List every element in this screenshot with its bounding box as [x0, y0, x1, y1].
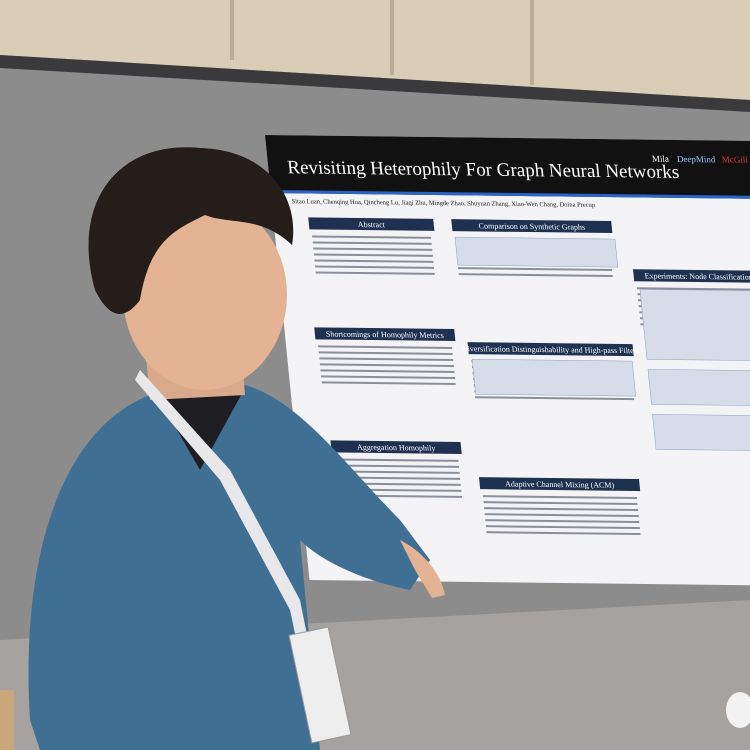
body-text-line	[636, 287, 750, 291]
section-header-box	[479, 477, 641, 492]
banner-stripe	[270, 190, 750, 200]
cup	[726, 692, 750, 728]
section-header-box	[308, 217, 435, 231]
body-text-line	[315, 271, 435, 275]
presenter	[28, 147, 445, 750]
body-text-line	[334, 458, 459, 462]
body-text-line	[320, 369, 455, 373]
logo: DeepMind	[676, 154, 716, 164]
section-header: Adaptive Channel Mixing (ACM)	[505, 479, 615, 489]
section-header-box	[467, 342, 634, 357]
body-text-line	[319, 357, 454, 361]
shirt-collar	[160, 388, 245, 470]
body-text-line	[313, 247, 433, 251]
section-header-box	[330, 440, 462, 454]
body-text-line	[458, 267, 613, 272]
section-header-box	[451, 219, 613, 234]
logo: McGill	[721, 154, 748, 164]
body-text-line	[485, 519, 640, 524]
body-text-line	[336, 482, 461, 486]
body-text-line	[474, 396, 635, 401]
section-header: Experiments: Node Classification	[644, 271, 750, 281]
title-banner	[265, 135, 750, 200]
body-text-line	[314, 259, 434, 263]
face	[123, 200, 287, 390]
body-text-line	[458, 273, 613, 278]
body-text-line	[319, 363, 455, 367]
body-text-line	[312, 235, 432, 239]
body-text-line	[482, 495, 638, 500]
body-text-line	[321, 375, 456, 379]
figure	[647, 369, 750, 407]
board-frame	[0, 55, 750, 112]
body-text-line	[335, 470, 460, 474]
figure	[639, 289, 750, 362]
wall-seam	[230, 0, 234, 60]
body-text-line	[484, 507, 639, 512]
body-text-line	[312, 241, 432, 245]
body-text-line	[334, 464, 460, 468]
body-text-line	[321, 381, 456, 385]
figure	[652, 414, 750, 452]
body-text-line	[484, 513, 639, 518]
section-header: Diversification Distinguishability and H…	[461, 344, 640, 355]
body-text-line	[483, 501, 638, 506]
body-text-line	[315, 265, 435, 269]
sweater	[28, 385, 430, 750]
wall-seam	[530, 0, 534, 85]
poster-title: Revisiting Heterophily For Graph Neural …	[286, 157, 680, 183]
poster-authors: Sitao Luan, Chenqing Hua, Qincheng Lu, J…	[291, 198, 595, 209]
body-text-line	[313, 253, 434, 257]
hand	[400, 540, 445, 598]
section-header: Shortcomings of Homophily Metrics	[325, 330, 444, 340]
section-header-box	[314, 327, 456, 342]
section-header: Abstract	[357, 220, 386, 229]
body-text-line	[486, 531, 641, 536]
body-text-line	[485, 525, 641, 530]
cup	[0, 690, 14, 750]
body-text-line	[318, 351, 453, 355]
section-header: Aggregation Homophily	[357, 443, 436, 453]
body-text-line	[318, 345, 453, 349]
figure	[471, 358, 636, 397]
wall-seam	[390, 0, 394, 75]
poster: Revisiting Heterophily For Graph Neural …	[265, 135, 750, 587]
figure	[454, 236, 619, 268]
hair	[88, 147, 294, 314]
section-header-box	[633, 269, 750, 283]
body-text-line	[336, 476, 461, 480]
section-header: Comparison on Synthetic Graphs	[478, 221, 585, 231]
badge	[288, 626, 352, 744]
logo: Mila	[651, 154, 669, 164]
